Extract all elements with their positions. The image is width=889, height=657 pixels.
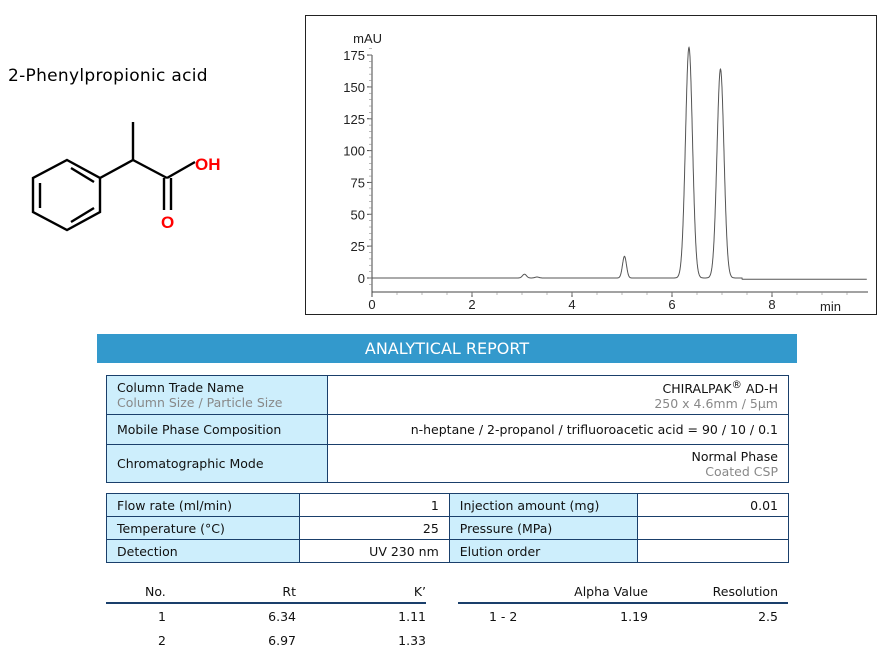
param-label: Pressure (MPa) bbox=[448, 516, 639, 540]
carbonyl-oxygen-label: O bbox=[161, 213, 174, 232]
mode-sub-value: Coated CSP bbox=[705, 463, 778, 479]
divider bbox=[106, 602, 426, 604]
alpha-value: 1.19 bbox=[620, 609, 648, 624]
y-tick-label: 125 bbox=[343, 112, 365, 127]
param-label: Temperature (°C) bbox=[106, 516, 300, 540]
resolution-value: 2.5 bbox=[758, 609, 778, 624]
header-k: K’ bbox=[413, 584, 426, 599]
compound-name: 2-Phenylpropionic acid bbox=[8, 66, 208, 86]
column-trade-name-suffix: AD-H bbox=[741, 381, 778, 397]
registered-mark: ® bbox=[731, 378, 742, 391]
mobile-phase-value: n-heptane / 2-propanol / trifluoroacetic… bbox=[327, 414, 789, 445]
parameters-table: Flow rate (ml/min) 1 Injection amount (mg)… bbox=[106, 493, 789, 563]
parameter-row: Detection UV 230 nm Elution order bbox=[106, 539, 789, 563]
header-rt: Rt bbox=[282, 584, 296, 599]
column-labels: Column Trade Name Column Size / Particle… bbox=[106, 375, 328, 415]
header-alpha: Alpha Value bbox=[574, 584, 648, 599]
x-tick-label: 2 bbox=[468, 297, 475, 312]
x-axis-label: min bbox=[820, 299, 841, 314]
column-info-table: Column Trade Name Column Size / Particle… bbox=[106, 375, 789, 483]
parameter-row: Temperature (°C) 25 Pressure (MPa) bbox=[106, 516, 789, 540]
parameter-row: Flow rate (ml/min) 1 Injection amount (mg)… bbox=[106, 493, 789, 517]
column-trade-name: CHIRALPAK bbox=[662, 381, 732, 397]
chromatogram: 0 25 50 75 100 125 150 175 0 2 4 6 8 mAU min bbox=[343, 31, 868, 314]
mode-label: Chromatographic Mode bbox=[106, 444, 328, 483]
y-tick-label: 50 bbox=[351, 207, 365, 222]
result-no: 2 bbox=[158, 633, 166, 648]
structure-bonds bbox=[31, 122, 196, 232]
result-no: 1 bbox=[158, 609, 166, 624]
chemical-structure: OH O bbox=[31, 122, 221, 232]
result-rt: 6.97 bbox=[268, 633, 296, 648]
y-tick-label: 0 bbox=[358, 271, 365, 286]
column-size-label: Column Size / Particle Size bbox=[117, 395, 283, 410]
param-value: 25 bbox=[298, 516, 450, 540]
param-value bbox=[637, 516, 789, 540]
param-value bbox=[637, 539, 789, 563]
result-k: 1.11 bbox=[398, 609, 426, 624]
x-tick-label: 8 bbox=[768, 297, 775, 312]
chromatogram-trace bbox=[372, 46, 867, 280]
hydroxyl-label: OH bbox=[195, 155, 221, 174]
param-label: Elution order bbox=[448, 539, 639, 563]
mobile-phase-label: Mobile Phase Composition bbox=[106, 414, 328, 445]
header-resolution: Resolution bbox=[712, 584, 778, 599]
column-size: 250 x 4.6mm / 5µm bbox=[654, 396, 778, 412]
result-k: 1.33 bbox=[398, 633, 426, 648]
y-tick-label: 100 bbox=[343, 144, 365, 159]
chromatogram-frame bbox=[305, 15, 877, 315]
x-tick-label: 0 bbox=[368, 297, 375, 312]
y-tick-label: 75 bbox=[351, 175, 365, 190]
y-tick-label: 175 bbox=[343, 48, 365, 63]
pair-label: 1 - 2 bbox=[489, 609, 518, 624]
param-value: 0.01 bbox=[637, 493, 789, 517]
mode-value: Normal Phase bbox=[691, 448, 778, 464]
y-tick-label: 150 bbox=[343, 80, 365, 95]
param-label: Detection bbox=[106, 539, 300, 563]
header-no: No. bbox=[145, 584, 166, 599]
x-tick-label: 4 bbox=[568, 297, 575, 312]
param-label: Injection amount (mg) bbox=[448, 493, 639, 517]
y-tick-label: 25 bbox=[351, 239, 365, 254]
x-tick-label: 6 bbox=[668, 297, 675, 312]
result-rt: 6.34 bbox=[268, 609, 296, 624]
report-title: ANALYTICAL REPORT bbox=[97, 334, 797, 363]
mode-values: Normal Phase Coated CSP bbox=[327, 444, 789, 483]
y-axis-label: mAU bbox=[353, 31, 382, 46]
param-label: Flow rate (ml/min) bbox=[106, 493, 300, 517]
divider bbox=[458, 602, 788, 604]
column-trade-name-label: Column Trade Name bbox=[117, 380, 244, 395]
param-value: 1 bbox=[298, 493, 450, 517]
column-values: CHIRALPAK® AD-H 250 x 4.6mm / 5µm bbox=[327, 375, 789, 415]
param-value: UV 230 nm bbox=[298, 539, 450, 563]
